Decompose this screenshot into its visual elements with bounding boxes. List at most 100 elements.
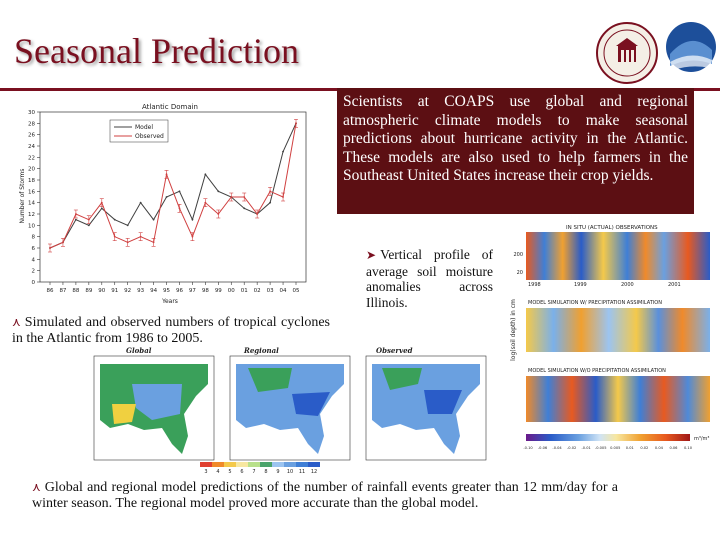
data-point: [165, 196, 168, 198]
chart-ylabel: Number of Storms: [19, 169, 26, 224]
data-point: [165, 173, 168, 176]
chart-frame: [39, 111, 307, 283]
y-tick-label: 22: [28, 155, 35, 161]
x-tick-label: 01: [241, 288, 248, 294]
y-tick-label: 26: [28, 133, 35, 139]
data-point: [87, 218, 90, 221]
bullet-icon: ⋏: [12, 315, 21, 329]
series-line-observed: [49, 123, 297, 249]
x-tick-label: 03: [267, 288, 274, 294]
map-legend-label: 3: [204, 469, 207, 474]
data-point: [113, 218, 116, 221]
slide-title: Seasonal Prediction: [14, 31, 299, 71]
data-point: [139, 235, 142, 238]
description-text: Scientists at COAPS use global and regio…: [343, 93, 688, 185]
y-tick-label: 8: [32, 235, 36, 241]
soil-scale-label: -0.06: [538, 446, 548, 450]
y-tick-label: 30: [28, 110, 35, 116]
map-legend-label: 10: [287, 469, 293, 474]
y-tick-label: 2: [32, 269, 36, 275]
cyclone-chart: Atlantic Domain Years Number of Storms 0…: [14, 96, 314, 306]
y-tick-label: 16: [28, 189, 35, 195]
soil-caption: ➤ Vertical profile of average soil moistu…: [366, 247, 493, 310]
soil-moisture-figure: IN SITU (ACTUAL) OBSERVATIONS 1998 1999 …: [506, 220, 714, 472]
soil-scale-label: -0.005: [595, 446, 607, 450]
data-point: [62, 241, 64, 244]
data-point: [243, 207, 246, 210]
soil-scale-label: -0.10: [523, 446, 533, 450]
data-point: [295, 122, 297, 125]
y-tick-label: 24: [28, 144, 35, 150]
map-legend-label: 8: [264, 469, 267, 474]
soil-mid1: MODEL SIMULATION W/ PRECIPITATION ASSIMI…: [528, 300, 662, 306]
legend-label: Observed: [135, 133, 164, 140]
x-tick-label: 98: [202, 288, 209, 294]
map-legend-label: 6: [240, 469, 243, 474]
map-legend-swatch: [284, 462, 296, 467]
soil-scale-label: 0.005: [610, 446, 620, 450]
data-point: [152, 241, 155, 244]
data-point: [126, 224, 129, 227]
x-tick-label: 97: [189, 288, 196, 294]
soil-year-2: 1999: [574, 282, 587, 288]
x-tick-label: 05: [293, 288, 300, 294]
map-legend-swatch: [224, 462, 236, 467]
y-tick-label: 0: [32, 280, 36, 286]
soil-noassim-band: [526, 376, 710, 422]
data-point: [178, 207, 181, 210]
x-tick-label: 86: [47, 288, 54, 294]
bullet-icon-2: ⋏: [32, 480, 41, 494]
y-tick-label: 6: [32, 246, 36, 252]
y-tick-label: 20: [28, 167, 35, 173]
x-tick-label: 04: [280, 288, 287, 294]
map-label-regional: Regional: [243, 346, 279, 355]
cyclone-caption-text: Simulated and observed numbers of tropic…: [12, 315, 330, 346]
data-point: [204, 201, 207, 204]
soil-ylabel: log(soil depth) in cm: [510, 299, 517, 361]
data-point: [113, 235, 116, 238]
map-legend-swatch: [248, 462, 260, 467]
x-tick-label: 90: [98, 288, 105, 294]
rainfall-caption: ⋏ Global and regional model predictions o…: [32, 479, 618, 512]
soil-scale-label: -0.02: [567, 446, 576, 450]
university-seal-logo: [596, 22, 658, 84]
x-tick-label: 95: [163, 288, 170, 294]
data-point: [74, 218, 77, 221]
data-point: [282, 150, 284, 153]
soil-depth-a: 200: [513, 252, 523, 258]
x-tick-label: 88: [72, 288, 79, 294]
data-point: [139, 201, 142, 204]
map-legend-label: 4: [216, 469, 219, 474]
data-point: [191, 218, 194, 221]
data-point: [230, 196, 233, 198]
description-panel: Scientists at COAPS use global and regio…: [337, 88, 694, 214]
y-tick-label: 12: [28, 212, 35, 218]
soil-scale-label: 0.01: [626, 446, 634, 450]
soil-scale-unit: m³/m³: [694, 436, 709, 442]
map-legend-label: 7: [252, 469, 255, 474]
map-legend-label: 12: [311, 469, 317, 474]
data-point: [269, 190, 272, 193]
data-point: [178, 190, 181, 193]
soil-assim-band: [526, 308, 710, 352]
y-tick-label: 10: [28, 223, 35, 229]
soil-year-3: 2000: [621, 282, 634, 288]
soil-scale-label: -0.04: [552, 446, 562, 450]
x-tick-label: 87: [59, 288, 66, 294]
rainfall-maps: Global Regional Observed 3 4 5 6 7 8 9 10 11 12: [93, 346, 487, 474]
map-legend-swatch: [260, 462, 272, 467]
y-tick-label: 28: [28, 121, 35, 127]
map-legend-swatch: [308, 462, 320, 467]
rainfall-caption-text: Global and regional model predictions of…: [32, 480, 618, 511]
y-tick-label: 18: [28, 178, 35, 184]
data-point: [204, 173, 207, 176]
map-observed: [365, 355, 487, 461]
map-legend-swatch: [200, 462, 212, 467]
soil-year-4: 2001: [668, 282, 681, 288]
soil-observed-band: [526, 232, 710, 280]
data-point: [217, 213, 220, 215]
soil-color-scale: [526, 434, 690, 441]
data-point: [74, 213, 77, 215]
map-legend-label: 11: [299, 469, 305, 474]
soil-scale-label: 0.10: [684, 446, 693, 450]
